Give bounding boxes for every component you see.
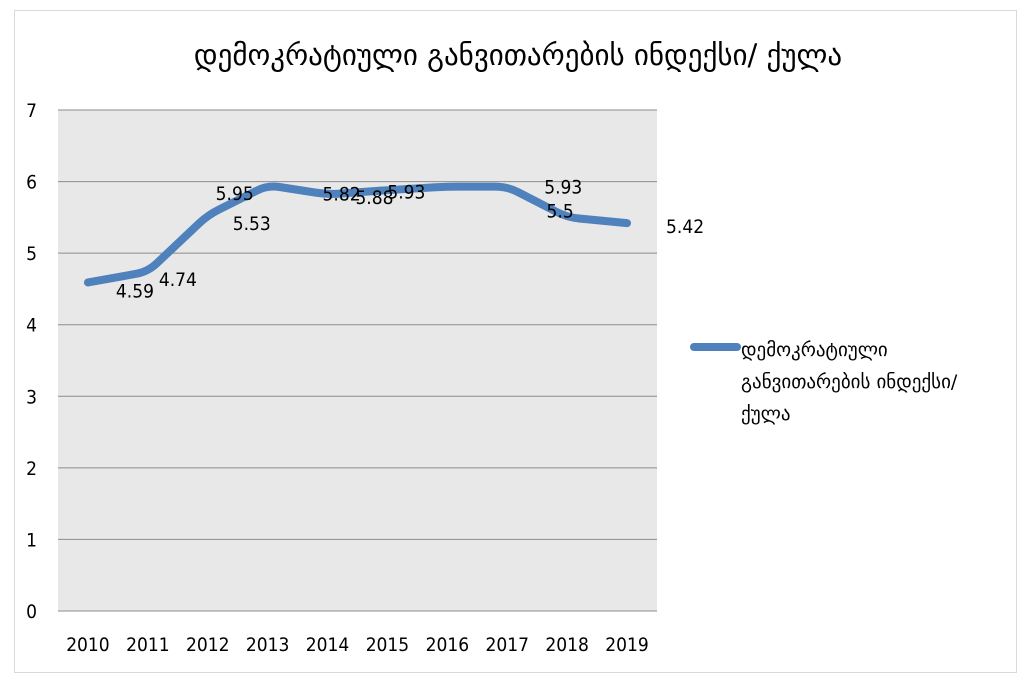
x-tick-label: 2013: [246, 634, 290, 656]
data-label-2012: 5.53: [233, 213, 271, 235]
data-label-2014: 5.82: [323, 183, 361, 205]
x-tick-label: 2018: [545, 634, 589, 656]
x-axis: 2010 2011 2012 2013 2014 2015 2016 2017 2018 2019: [66, 634, 649, 656]
legend-label-line: განვითარების ინდექსი/: [741, 371, 958, 393]
data-label-2019: 5.42: [666, 216, 704, 238]
data-label-2017: 5.93: [544, 177, 582, 199]
y-tick-label: 1: [26, 529, 37, 551]
data-label-2011: 4.74: [159, 269, 197, 291]
legend: დემოკრატიული განვითარების ინდექსი/ქულა: [690, 339, 958, 425]
data-label-2010: 4.59: [116, 280, 154, 302]
data-point-2016: [447, 186, 448, 187]
data-point-2017: [507, 186, 508, 187]
legend-label: დემოკრატიული განვითარების ინდექსი/ქულა: [741, 339, 958, 425]
series-layer: [83, 182, 632, 287]
data-label-2016: 5.93: [387, 182, 425, 204]
data-point-2011: [147, 271, 148, 272]
x-tick-label: 2014: [306, 634, 350, 656]
y-tick-label: 5: [26, 243, 37, 265]
data-point-2012: [207, 215, 208, 216]
x-tick-label: 2015: [366, 634, 410, 656]
legend-label-line: დემოკრატიული: [741, 339, 888, 361]
data-point-2019: [627, 223, 628, 224]
x-tick-label: 2016: [426, 634, 470, 656]
data-point-2013: [267, 185, 268, 186]
y-tick-label: 3: [26, 386, 37, 408]
legend-label-line: ქულა: [741, 403, 791, 425]
x-tick-label: 2017: [486, 634, 530, 656]
chart-title: დემოკრატიული განვითარების ინდექსი/ ქულა: [194, 38, 842, 72]
y-tick-label: 0: [26, 601, 37, 623]
gridlines: [58, 109, 657, 612]
x-tick-label: 2011: [126, 634, 170, 656]
y-tick-label: 6: [26, 172, 37, 194]
y-tick-label: 7: [26, 100, 37, 122]
data-label-2018: 5.5: [547, 200, 574, 222]
series-line: [83, 182, 632, 287]
x-tick-label: 2010: [66, 634, 110, 656]
x-tick-label: 2019: [605, 634, 649, 656]
data-point-2010: [87, 282, 88, 283]
y-axis: 0 1 2 3 4 5 6 7: [26, 100, 37, 623]
y-tick-label: 4: [26, 315, 37, 337]
y-tick-label: 2: [26, 458, 37, 480]
data-label-2013: 5.95: [216, 183, 254, 205]
data-label-2015: 5.88: [355, 187, 393, 209]
x-tick-label: 2012: [186, 634, 230, 656]
data-labels: 4.594.745.535.95 5.825.885.93 5.935.55.42: [116, 177, 704, 303]
